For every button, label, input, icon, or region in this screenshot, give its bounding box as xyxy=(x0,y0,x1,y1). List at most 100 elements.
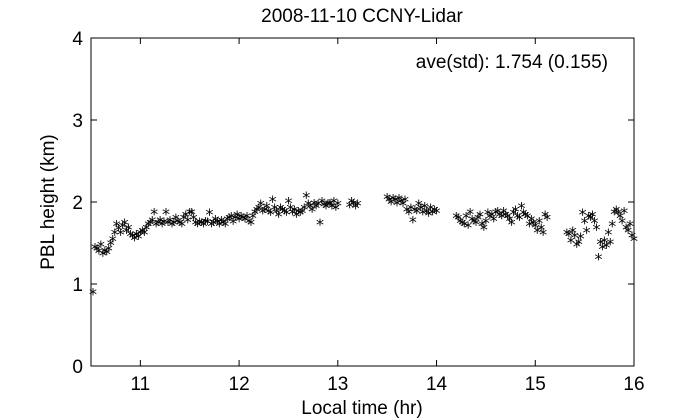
data-point: * xyxy=(502,207,510,226)
data-point: * xyxy=(115,221,123,240)
data-point: * xyxy=(281,203,289,222)
y-tick-label: 4 xyxy=(72,29,83,50)
data-point: * xyxy=(498,208,506,227)
y-tick-label: 1 xyxy=(72,275,83,296)
data-point: * xyxy=(395,190,403,209)
data-point: * xyxy=(221,217,229,236)
data-point: * xyxy=(492,204,500,223)
data-point: * xyxy=(306,199,314,218)
data-point: * xyxy=(164,215,172,234)
data-point: * xyxy=(125,220,133,239)
data-point: * xyxy=(401,192,409,211)
plot-frame xyxy=(90,37,635,367)
data-point: * xyxy=(628,228,636,247)
y-axis-label: PBL height (km) xyxy=(38,134,59,270)
data-point: * xyxy=(312,199,320,218)
data-point: * xyxy=(490,212,498,231)
y-axis: 0 1 2 3 4 xyxy=(72,29,634,378)
data-point: * xyxy=(271,200,279,219)
data-point: * xyxy=(577,229,585,248)
data-point: * xyxy=(180,210,188,229)
data-point: * xyxy=(616,208,624,227)
data-point: * xyxy=(237,208,245,227)
x-tick-label: 16 xyxy=(623,374,644,395)
data-point: * xyxy=(525,217,533,236)
data-point: * xyxy=(585,208,593,227)
x-tick-label: 12 xyxy=(229,374,250,395)
data-point: * xyxy=(130,231,138,250)
data-point: * xyxy=(95,244,103,263)
y-tick-label: 0 xyxy=(72,357,83,378)
data-point: * xyxy=(413,203,421,222)
data-point: * xyxy=(415,196,423,215)
data-point: * xyxy=(279,202,287,221)
data-point: * xyxy=(117,225,125,244)
data-point: * xyxy=(431,202,439,221)
y-tick-label: 3 xyxy=(72,111,83,132)
data-point: * xyxy=(589,207,597,226)
data-point: * xyxy=(470,213,478,232)
data-point: * xyxy=(186,204,194,223)
data-point: * xyxy=(480,220,488,239)
data-point: * xyxy=(425,206,433,225)
data-point: * xyxy=(154,215,162,234)
data-point: * xyxy=(294,203,302,222)
data-point: * xyxy=(132,226,140,245)
data-point: * xyxy=(468,212,476,231)
data-point: * xyxy=(267,205,275,224)
data-point: * xyxy=(194,217,202,236)
data-point: * xyxy=(119,218,127,237)
data-point: * xyxy=(488,207,496,226)
data-point: * xyxy=(626,217,634,236)
data-point: * xyxy=(608,217,616,236)
data-point: * xyxy=(330,194,338,213)
data-point: * xyxy=(515,210,523,229)
data-point: * xyxy=(517,199,525,218)
data-point: * xyxy=(486,208,494,227)
data-point: * xyxy=(397,194,405,213)
data-point: * xyxy=(604,225,612,244)
data-point: * xyxy=(496,207,504,226)
data-point: * xyxy=(328,199,336,218)
data-point: * xyxy=(494,203,502,222)
data-point: * xyxy=(610,204,618,223)
data-point: * xyxy=(219,215,227,234)
data-point: * xyxy=(239,210,247,229)
data-point: * xyxy=(144,217,152,236)
data-point: * xyxy=(128,228,136,247)
data-point: * xyxy=(213,214,221,233)
data-point: * xyxy=(99,246,107,265)
data-point: * xyxy=(170,215,178,234)
data-point: * xyxy=(298,203,306,222)
data-point: * xyxy=(598,240,606,259)
data-point: * xyxy=(113,217,121,236)
data-point: * xyxy=(288,204,296,223)
data-point: * xyxy=(257,196,265,215)
data-point: * xyxy=(324,195,332,214)
data-point: * xyxy=(275,207,283,226)
data-point: * xyxy=(393,195,401,214)
data-point: * xyxy=(506,212,514,231)
data-point: * xyxy=(105,241,113,260)
data-point: * xyxy=(573,237,581,256)
data-point: * xyxy=(182,207,190,226)
data-point: * xyxy=(231,210,239,229)
data-point: * xyxy=(614,205,622,224)
data-point: * xyxy=(417,200,425,219)
data-point: * xyxy=(543,210,551,229)
data-point: * xyxy=(322,199,330,218)
data-point: * xyxy=(622,220,630,239)
data-point: * xyxy=(150,204,158,223)
data-point: * xyxy=(433,203,441,222)
data-point: * xyxy=(476,207,484,226)
x-tick-label: 15 xyxy=(525,374,546,395)
data-point: * xyxy=(385,192,393,211)
data-point: * xyxy=(121,215,129,234)
data-point: * xyxy=(160,214,168,233)
data-point: * xyxy=(172,210,180,229)
data-point: * xyxy=(419,204,427,223)
data-point: * xyxy=(519,205,527,224)
data-point: * xyxy=(618,213,626,232)
data-point: * xyxy=(134,229,142,248)
